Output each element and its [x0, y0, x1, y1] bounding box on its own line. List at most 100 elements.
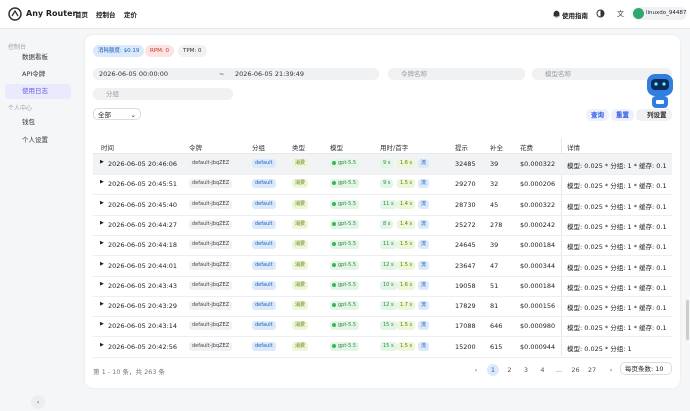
prompt-tokens: 25272 — [455, 220, 476, 229]
type-tag: 消费 — [292, 199, 309, 209]
time: 2026-06-05 20:44:27 — [108, 220, 178, 229]
table-row[interactable]: ▶ 2026-06-05 20:42:56 default-jbqZEZ defaul… — [93, 337, 672, 358]
table-row[interactable]: ▶ 2026-06-05 20:43:43 default-jbqZEZ defaul… — [93, 276, 672, 297]
page-number[interactable]: ... — [555, 366, 563, 374]
group-tag: default — [252, 219, 276, 229]
sidebar-item[interactable]: 数据看板 — [22, 53, 48, 61]
type-tag: 消费 — [292, 341, 309, 351]
prev-page[interactable]: ‹ — [474, 366, 478, 374]
page-number[interactable]: 27 — [587, 366, 597, 374]
table-row[interactable]: ▶ 2026-06-05 20:45:51 default-jbqZEZ defaul… — [93, 174, 672, 196]
model-input[interactable]: 模型名称 — [532, 68, 672, 80]
select-value: 全部 — [98, 111, 111, 119]
user-menu[interactable]: linuxdo_94487 — [632, 7, 687, 20]
theme-toggle[interactable] — [596, 9, 605, 18]
duration-tag: 9 s — [380, 179, 394, 189]
duration-tag: 11 s — [380, 199, 397, 209]
nav-link[interactable]: 定价 — [124, 11, 137, 19]
model-dot — [332, 343, 336, 348]
detail: 模型: 0.025 * 分组: 1 * 缓存: 0.1 — [567, 162, 667, 170]
table-row[interactable]: ▶ 2026-06-05 20:46:06 default-jbqZEZ defaul… — [93, 154, 672, 175]
sidebar-item[interactable]: API令牌 — [22, 70, 46, 78]
start-date: 2026-06-05 00:00:00 — [99, 70, 169, 78]
expand-arrow[interactable]: ▶ — [100, 240, 104, 247]
expand-arrow[interactable]: ▶ — [100, 159, 104, 165]
sidebar-item[interactable]: 使用日志 — [5, 84, 71, 99]
stream-tag: 流 — [418, 341, 430, 351]
reset-button[interactable]: 重置 — [611, 109, 634, 121]
model-tag: gpt-5.5 — [330, 199, 360, 209]
expand-arrow[interactable]: ▶ — [100, 301, 104, 308]
expand-arrow[interactable]: ▶ — [100, 260, 104, 267]
page-size-select[interactable]: 每页条数: 10 — [620, 362, 672, 375]
table-row[interactable]: ▶ 2026-06-05 20:44:18 default-jbqZEZ defaul… — [93, 235, 672, 257]
table-row[interactable]: ▶ 2026-06-05 20:44:01 default-jbqZEZ defaul… — [93, 256, 672, 277]
time: 2026-06-05 20:43:29 — [108, 302, 178, 311]
expand-arrow[interactable]: ▶ — [100, 321, 104, 328]
group-tag: default — [252, 240, 276, 250]
token-input[interactable]: 令牌名称 — [388, 68, 525, 80]
group-tag: default — [252, 179, 276, 189]
query-button[interactable]: 查询 — [586, 109, 609, 121]
stat-pill: TPM: 0 — [178, 45, 207, 57]
table-row[interactable]: ▶ 2026-06-05 20:43:14 default-jbqZEZ defaul… — [93, 316, 672, 338]
expand-arrow[interactable]: ▶ — [100, 219, 104, 226]
column-header: 提示 — [455, 144, 468, 152]
detail: 模型: 0.025 * 分组: 1 * 缓存: 0.1 — [567, 283, 667, 292]
nav-link[interactable]: 首页 — [75, 11, 88, 19]
page-number[interactable]: 2 — [507, 366, 512, 374]
detail: 模型: 0.025 * 分组: 1 * 缓存: 0.1 — [567, 182, 667, 191]
first-token-tag: 1.6 s — [397, 280, 416, 290]
column-header: 花费 — [520, 144, 533, 152]
sidebar-item[interactable]: 个人设置 — [22, 136, 48, 144]
model-dot — [332, 181, 336, 186]
expand-arrow[interactable]: ▶ — [100, 199, 104, 206]
table-row[interactable]: ▶ 2026-06-05 20:43:29 default-jbqZEZ defaul… — [93, 296, 672, 318]
model-dot — [332, 161, 336, 165]
token-tag: default-jbqZEZ — [189, 260, 233, 270]
prompt-tokens: 15200 — [455, 342, 476, 351]
table-row[interactable]: ▶ 2026-06-05 20:45:40 default-jbqZEZ defaul… — [93, 195, 672, 216]
token-tag: default-jbqZEZ — [189, 240, 233, 250]
cost: $0.000184 — [520, 281, 556, 290]
page-number[interactable]: 4 — [540, 366, 545, 374]
table-row[interactable]: ▶ 2026-06-05 20:44:27 default-jbqZEZ defaul… — [93, 215, 672, 236]
nav-link[interactable]: 控制台 — [96, 11, 116, 19]
column-header: 令牌 — [189, 144, 202, 152]
completion-tokens: 45 — [490, 200, 499, 209]
group-input[interactable]: 分组 — [93, 88, 233, 100]
date-range[interactable]: 2026-06-05 00:00:00 ~ 2026-06-05 21:39:4… — [93, 68, 379, 80]
scrollbar — [686, 300, 689, 340]
prompt-tokens: 17829 — [455, 302, 476, 311]
expand-arrow[interactable]: ▶ — [100, 280, 104, 287]
stream-tag: 流 — [418, 199, 430, 209]
type-tag: 消费 — [292, 260, 309, 270]
columns-button[interactable]: 列设置 — [636, 109, 672, 121]
cost: $0.000322 — [520, 160, 556, 168]
range-separator: ~ — [219, 70, 225, 78]
placeholder: 分组 — [106, 90, 119, 98]
stream-tag: 流 — [418, 260, 430, 270]
expand-arrow[interactable]: ▶ — [100, 341, 104, 348]
page-number[interactable]: 1 — [487, 364, 499, 376]
brand[interactable]: Any Router — [26, 9, 77, 18]
sidebar-item[interactable]: 钱包 — [22, 118, 35, 126]
guide-link[interactable]: 使用指南 — [562, 12, 588, 20]
time: 2026-06-05 20:42:56 — [108, 342, 178, 351]
page-number[interactable]: 3 — [523, 366, 529, 374]
detail: 模型: 0.025 * 分组: 1 * 缓存: 0.1 — [567, 222, 667, 231]
first-token-tag: 1.7 s — [397, 301, 416, 311]
collapse-button[interactable]: ‹ — [31, 395, 45, 409]
prompt-tokens: 28730 — [455, 200, 476, 209]
header-divider — [93, 153, 672, 154]
type-tag: 消费 — [292, 280, 309, 290]
model-tag: gpt-5.5 — [330, 301, 360, 311]
language-toggle[interactable]: 文 — [617, 9, 626, 18]
page-number[interactable]: 26 — [571, 366, 580, 374]
detail: 模型: 0.025 * 分组: 1 * 缓存: 0.1 — [567, 324, 667, 333]
prompt-tokens: 24645 — [455, 241, 476, 250]
expand-arrow[interactable]: ▶ — [100, 179, 104, 186]
type-select[interactable]: 全部 ⌄ — [93, 108, 141, 120]
next-page[interactable]: › — [609, 366, 613, 374]
